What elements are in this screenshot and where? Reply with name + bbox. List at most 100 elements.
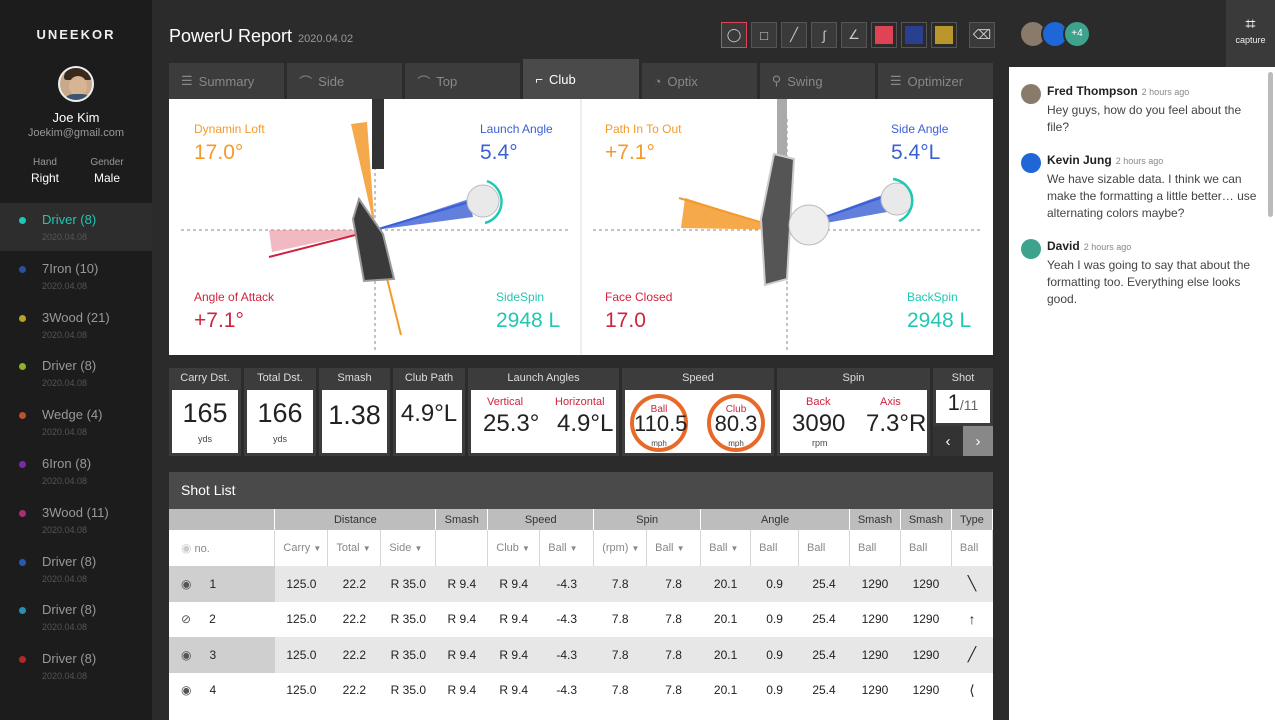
drawing-toolbar: ◯ □ ╱ ∫ ∠ ⌫ xyxy=(721,22,995,48)
total-value: 166 xyxy=(257,398,303,428)
column-header[interactable]: Ball ▼ xyxy=(646,530,702,566)
swing-icon: ⚲ xyxy=(771,73,782,88)
eye-off-icon[interactable]: ⊘ xyxy=(181,612,192,627)
club-speed-label: Club xyxy=(725,404,747,415)
group-angle: Angle xyxy=(700,509,850,530)
back-spin-value: 3090 xyxy=(792,410,846,437)
eye-icon[interactable]: ◉ xyxy=(181,576,192,591)
session-item[interactable]: 3Wood (21) 2020.04.08 xyxy=(0,301,152,349)
left-club-head xyxy=(351,196,396,283)
session-item[interactable]: 3Wood (11) 2020.04.08 xyxy=(0,496,152,544)
session-item[interactable]: Driver (8) 2020.04.08 xyxy=(0,593,152,641)
list-icon: ☰ xyxy=(181,73,193,88)
table-cell: -4.3 xyxy=(556,647,578,662)
table-row[interactable]: ◉ 1 125.0 22.2 R 35.0 R 9.4 R 9.4 -4.3 7.8 7.8 20.… xyxy=(169,566,993,602)
session-item[interactable]: Driver (8) 2020.04.08 xyxy=(0,203,152,251)
eraser-tool-icon[interactable]: ⌫ xyxy=(969,22,995,48)
angle-tool-icon[interactable]: ∠ xyxy=(841,22,867,48)
tab-summary[interactable]: ☰ Summary xyxy=(169,63,285,99)
carry-value: 165 xyxy=(182,398,228,428)
column-header[interactable]: Ball xyxy=(849,530,901,566)
column-header[interactable]: Ball xyxy=(798,530,850,566)
column-header[interactable]: Total ▼ xyxy=(327,530,382,566)
column-header[interactable]: Ball xyxy=(951,530,993,566)
table-cell: 125.0 xyxy=(286,647,317,662)
group-smash-2: Smash xyxy=(849,509,901,530)
table-cell: 7.8 xyxy=(665,683,682,698)
tab-optimizer[interactable]: ☰ Optimizer xyxy=(877,63,993,99)
tab-optix[interactable]: ◔ Optix xyxy=(641,63,757,99)
tab-top[interactable]: ⌒ Top xyxy=(405,63,521,99)
path-label: Path In To Out xyxy=(605,122,682,136)
tab-swing[interactable]: ⚲ Swing xyxy=(759,63,875,99)
line-tool-icon[interactable]: ╱ xyxy=(781,22,807,48)
session-item[interactable]: 7Iron (10) 2020.04.08 xyxy=(0,252,152,300)
carry-distance-card: Carry Dst. 165 yds xyxy=(169,368,241,456)
color-swatch-red[interactable] xyxy=(871,22,897,48)
carry-label: Carry Dst. xyxy=(180,372,230,384)
right-club-shaft xyxy=(777,99,787,159)
column-header[interactable]: Club ▼ xyxy=(487,530,541,566)
freehand-tool-icon[interactable]: ∫ xyxy=(811,22,837,48)
session-date: 2020.04.08 xyxy=(42,232,88,242)
scrollbar[interactable] xyxy=(1268,72,1273,217)
club-path-card: Club Path 4.9°L xyxy=(393,368,465,456)
column-header[interactable]: Side ▼ xyxy=(380,530,437,566)
session-item[interactable]: Driver (8) 2020.04.08 xyxy=(0,349,152,397)
eye-icon[interactable]: ◉ xyxy=(181,541,192,555)
shot-number: 3 xyxy=(209,647,217,662)
user-avatar[interactable] xyxy=(58,66,94,102)
rectangle-tool-icon[interactable]: □ xyxy=(751,22,777,48)
backspin-value: 2948 L xyxy=(907,309,972,332)
column-header[interactable]: Ball xyxy=(900,530,952,566)
tab-side[interactable]: ⌒ Side xyxy=(287,63,403,99)
table-cell: R 9.4 xyxy=(447,612,477,627)
column-header[interactable]: (rpm) ▼ xyxy=(593,530,648,566)
spin-label: Spin xyxy=(842,372,865,384)
row-index-cell: ◉ 3 xyxy=(169,637,275,673)
column-header[interactable]: Carry ▼ xyxy=(274,530,329,566)
next-shot-button[interactable]: › xyxy=(963,426,993,456)
total-label: Total Dst. xyxy=(257,372,303,384)
commenter-avatar[interactable] xyxy=(1021,239,1041,259)
commenter-avatar[interactable] xyxy=(1021,153,1041,173)
commenter-avatar[interactable] xyxy=(1021,84,1041,104)
main-panel: PowerU Report 2020.04.02 ◯ □ ╱ ∫ ∠ ⌫ ☰ Sum… xyxy=(152,0,1009,720)
circle-tool-icon[interactable]: ◯ xyxy=(721,22,747,48)
session-dot xyxy=(19,656,26,664)
carry-unit: yds xyxy=(197,434,212,444)
launch-angle-value: 5.4° xyxy=(480,141,518,164)
eye-icon[interactable]: ◉ xyxy=(181,683,192,698)
launch-angles-card: Launch Angles Vertical 25.3° Horizontal … xyxy=(468,368,619,456)
more-collaborators-badge[interactable]: +4 xyxy=(1063,20,1091,48)
gender-value: Male xyxy=(93,171,120,185)
column-header[interactable]: Ball ▼ xyxy=(539,530,595,566)
session-item[interactable]: Wedge (4) 2020.04.08 xyxy=(0,398,152,446)
side-angle-value: 5.4°L xyxy=(891,141,941,164)
crop-icon: ⌗ xyxy=(1245,14,1256,34)
session-name: Driver (8) xyxy=(42,651,97,667)
table-row[interactable]: ⊘ 2 125.0 22.2 R 35.0 R 9.4 R 9.4 -4.3 7.8 7.8 20.… xyxy=(169,601,993,637)
tab-club[interactable]: ⌐ Club xyxy=(523,59,639,99)
prev-shot-button[interactable]: ‹ xyxy=(933,426,963,456)
table-row[interactable]: ◉ 4 125.0 22.2 R 35.0 R 9.4 R 9.4 -4.3 7.8 7.8 20.… xyxy=(169,672,993,708)
column-header[interactable]: Ball ▼ xyxy=(700,530,752,566)
session-item[interactable]: Driver (8) 2020.04.08 xyxy=(0,545,152,593)
session-name: Wedge (4) xyxy=(42,407,103,423)
eye-icon[interactable]: ◉ xyxy=(181,647,192,662)
session-item[interactable]: 6Iron (8) 2020.04.08 xyxy=(0,447,152,495)
table-cell: 1290 xyxy=(912,683,940,698)
session-dot xyxy=(19,558,26,566)
table-row[interactable]: ◉ 3 125.0 22.2 R 35.0 R 9.4 R 9.4 -4.3 7.8 7.8 20.… xyxy=(169,637,993,673)
session-item[interactable]: Driver (8) 2020.04.08 xyxy=(0,642,152,690)
table-cell: 7.8 xyxy=(665,576,682,591)
side-angle-label: Side Angle xyxy=(891,122,949,136)
color-swatch-gold[interactable] xyxy=(931,22,957,48)
session-name: Driver (8) xyxy=(42,358,97,374)
column-label: Club xyxy=(496,542,519,554)
path-value: +7.1° xyxy=(605,141,655,164)
capture-button[interactable]: ⌗ capture xyxy=(1226,0,1275,67)
color-swatch-blue[interactable] xyxy=(901,22,927,48)
column-header[interactable]: Ball xyxy=(750,530,800,566)
table-cell: R 9.4 xyxy=(499,683,529,698)
